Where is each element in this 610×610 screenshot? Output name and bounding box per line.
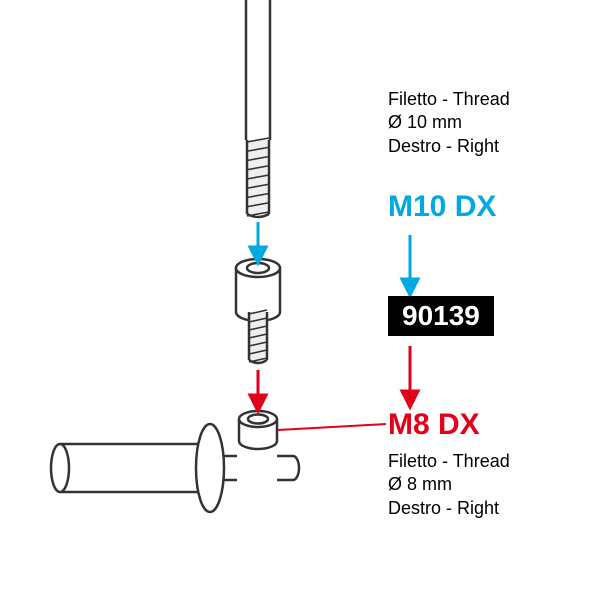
diagram-svg: [0, 0, 610, 610]
m8-label: M8 DX: [388, 408, 480, 442]
bottom-thread-spec: Filetto - Thread Ø 8 mm Destro - Right: [388, 450, 510, 520]
part-number-badge: 90139: [388, 296, 494, 336]
top-thread-spec: Filetto - Thread Ø 10 mm Destro - Right: [388, 88, 510, 158]
m10-label: M10 DX: [388, 190, 496, 224]
diagram-canvas: Filetto - Thread Ø 10 mm Destro - Right …: [0, 0, 610, 610]
